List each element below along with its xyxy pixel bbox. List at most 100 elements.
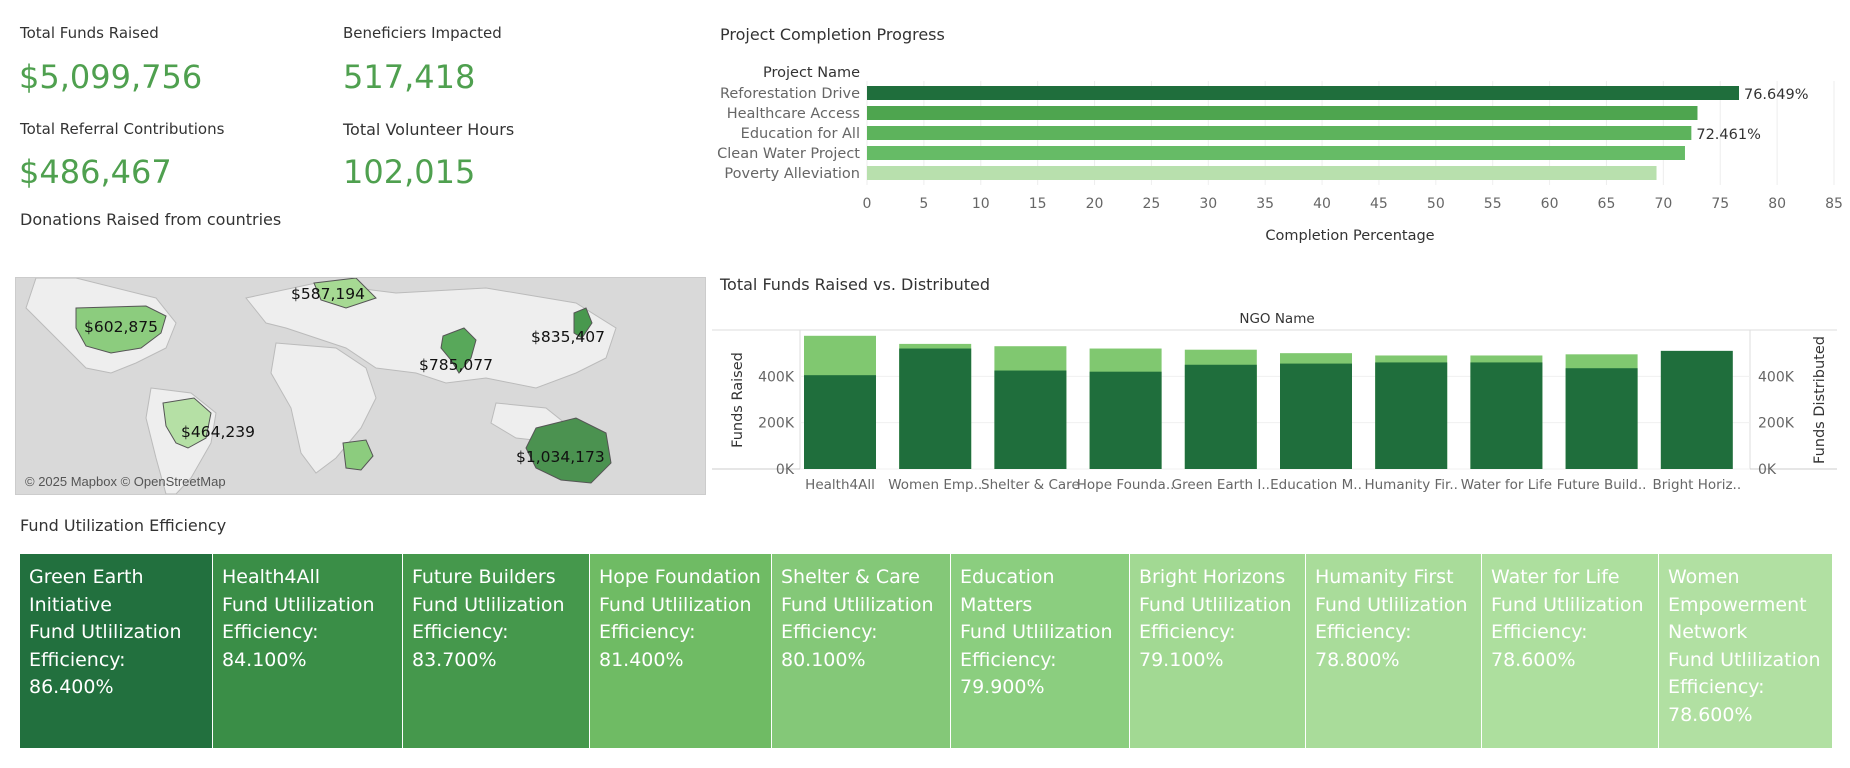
funds-right-tick: 200K [1758,416,1795,432]
progress-bar[interactable] [867,146,1685,160]
efficiency-cell-label: Fund Utlilization Efficiency: [599,593,752,644]
efficiency-cell[interactable]: Humanity First Fund Utlilization Efficie… [1306,554,1482,748]
funds-chart: NGO Name Funds Raised Funds Distributed … [712,311,1837,493]
efficiency-cell-name: Education Matters [960,566,1055,616]
progress-tick-label: 40 [1313,196,1331,212]
efficiency-cell[interactable]: Education Matters Fund Utlilization Effi… [951,554,1130,748]
funds-left-tick: 0K [776,462,795,478]
funds-title: Total Funds Raised vs. Distributed [720,275,991,294]
world-map-shapes [16,278,705,494]
progress-tick-label: 10 [972,196,990,212]
funds-left-tick: 400K [758,369,795,385]
funds-distributed-bar[interactable] [1184,364,1257,469]
india-shape [440,327,477,374]
map-label-japan: $835,407 [531,328,605,346]
funds-distributed-bar[interactable] [1470,362,1543,469]
efficiency-cell-value: 78.600% [1491,648,1576,671]
donations-map[interactable]: $602,875 $587,194 $835,407 $785,077 $464… [15,277,706,495]
efficiency-cell-name: Health4All [222,566,321,588]
efficiency-treemap: Green Earth Initiative Fund Utlilization… [20,554,1832,748]
progress-tick-label: 30 [1199,196,1217,212]
efficiency-cell-value: 86.400% [29,676,114,698]
progress-title: Project Completion Progress [720,25,945,44]
progress-tick-label: 70 [1654,196,1672,212]
efficiency-cell-label: Fund Utlilization Efficiency: [1491,593,1644,644]
efficiency-cell[interactable]: Hope Foundation Fund Utlilization Effici… [590,554,772,748]
efficiency-cell[interactable]: Future Builders Fund Utlilization Effici… [403,554,590,748]
funds-distributed-bar[interactable] [1565,368,1638,469]
efficiency-cell-name: Hope Foundation [599,566,761,588]
progress-tick-label: 75 [1711,196,1729,212]
progress-bar[interactable] [867,126,1692,140]
efficiency-cell-label: Fund Utlilization Efficiency: [29,621,182,671]
map-label-usa: $602,875 [84,318,158,336]
funds-category-label: Water for Life [1461,477,1552,493]
efficiency-cell-value: 78.600% [1668,703,1753,726]
progress-category-label: Reforestation Drive [720,86,860,102]
funds-distributed-bar[interactable] [994,370,1067,469]
funds-category-label: Humanity Fir.. [1364,477,1457,493]
progress-value-label: 76.649% [1744,87,1809,103]
efficiency-title: Fund Utilization Efficiency [20,516,227,535]
progress-category-label: Poverty Alleviation [724,166,860,182]
efficiency-cell-value: 78.800% [1315,648,1400,671]
efficiency-cell-name: Shelter & Care [781,566,920,588]
usa-shape [75,305,167,354]
efficiency-cell[interactable]: Bright Horizons Fund Utlilization Effici… [1130,554,1306,748]
efficiency-cell-name: Bright Horizons [1139,566,1286,588]
kpi-referral-value: $486,467 [19,153,172,191]
efficiency-cell-name: Future Builders [412,566,556,588]
funds-header: NGO Name [1239,311,1314,327]
efficiency-cell[interactable]: Health4All Fund Utlilization Efficiency:… [213,554,403,748]
kpi-beneficiaries-value: 517,418 [343,58,476,96]
progress-value-label: 72.461% [1696,127,1761,143]
map-credit: © 2025 Mapbox © OpenStreetMap [25,474,226,489]
funds-category-label: Bright Horiz.. [1652,477,1741,493]
progress-xlabel: Completion Percentage [1265,228,1434,244]
funds-category-label: Health4All [805,477,875,493]
efficiency-cell[interactable]: Shelter & Care Fund Utlilization Efficie… [772,554,951,748]
kpi-funds-raised-value: $5,099,756 [19,58,203,96]
funds-distributed-bar[interactable] [899,348,972,469]
map-label-australia: $1,034,173 [516,448,605,466]
progress-column-header: Project Name [763,65,860,81]
efficiency-cell-value: 79.900% [960,676,1045,698]
efficiency-cell-label: Fund Utlilization Efficiency: [222,593,375,644]
efficiency-cell[interactable]: Water for Life Fund Utlilization Efficie… [1482,554,1659,748]
funds-category-label: Hope Founda.. [1077,477,1175,493]
efficiency-cell-label: Fund Utlilization Efficiency: [781,593,934,644]
efficiency-cell-name: Women Empowerment Network [1668,566,1807,643]
progress-tick-label: 60 [1541,196,1559,212]
kpi-referral-label: Total Referral Contributions [20,120,225,138]
funds-left-axis-title: Funds Raised [730,352,746,448]
funds-distributed-bar[interactable] [804,375,876,469]
funds-distributed-bar[interactable] [1375,362,1448,469]
efficiency-cell[interactable]: Green Earth Initiative Fund Utlilization… [20,554,213,748]
russia-shape [313,278,377,309]
efficiency-cell[interactable]: Women Empowerment Network Fund Utlilizat… [1659,554,1832,748]
progress-bar[interactable] [867,166,1657,180]
funds-category-label: Women Emp.. [888,477,982,493]
progress-tick-label: 65 [1598,196,1616,212]
progress-bar[interactable] [867,106,1698,120]
funds-distributed-bar[interactable] [1660,350,1733,469]
progress-tick-label: 0 [863,196,872,212]
progress-tick-label: 15 [1029,196,1047,212]
funds-distributed-bar[interactable] [1089,371,1162,469]
progress-chart: Project Name 76.649% 72.461% Reforestatio… [717,65,1842,244]
efficiency-cell-value: 84.100% [222,648,307,671]
progress-bar[interactable] [867,86,1739,100]
progress-tick-label: 35 [1256,196,1274,212]
efficiency-cell-value: 79.100% [1139,648,1224,671]
progress-category-label: Clean Water Project [717,146,860,162]
funds-right-axis-title: Funds Distributed [1812,336,1828,464]
efficiency-cell-name: Water for Life [1491,566,1620,588]
map-label-north: $587,194 [291,285,365,303]
efficiency-cell-label: Fund Utlilization Efficiency: [412,593,565,644]
progress-tick-label: 25 [1142,196,1160,212]
kpi-volunteer-label: Total Volunteer Hours [343,120,515,139]
funds-distributed-bar[interactable] [1280,363,1352,469]
efficiency-cell-label: Fund Utlilization Efficiency: [1139,593,1292,644]
funds-category-label: Education M.. [1270,477,1362,493]
efficiency-cell-label: Fund Utlilization Efficiency: [1315,593,1468,644]
